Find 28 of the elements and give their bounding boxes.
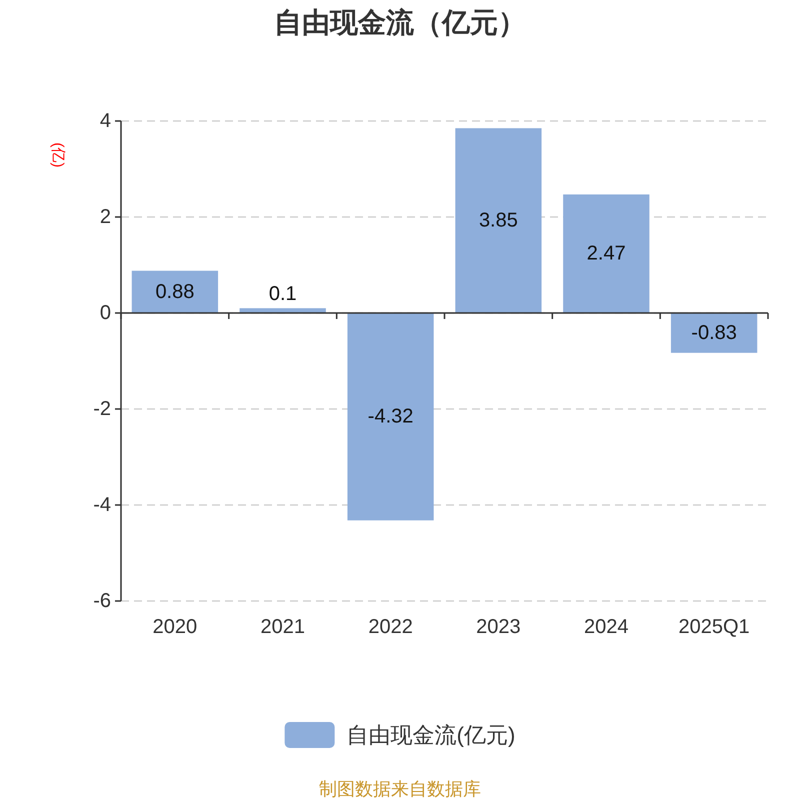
x-tick-label: 2025Q1	[678, 616, 750, 638]
bar	[563, 194, 650, 313]
x-tick-label: 2023	[476, 616, 521, 638]
data-label: 0.88	[155, 280, 194, 303]
data-label: 3.85	[478, 210, 518, 232]
bar	[455, 128, 542, 313]
text: 制图数据来自数据库	[319, 779, 481, 799]
data-label: -0.83	[691, 322, 737, 344]
bar	[240, 308, 326, 313]
data-label: 0.1	[268, 283, 297, 306]
x-tick-label: 2020	[152, 616, 198, 638]
y-tick-label: 2	[100, 206, 111, 228]
y-tick-label: -6	[93, 590, 111, 612]
bar	[347, 313, 434, 520]
data-label: 2.47	[586, 242, 626, 265]
x-tick-label: 2021	[260, 616, 305, 638]
y-tick-label: 0	[100, 302, 111, 324]
y-tick-label: -4	[93, 494, 111, 516]
legend-label: 自由现金流(亿元)	[346, 722, 516, 748]
x-tick-label: 2022	[368, 616, 413, 638]
y-axis-title: (亿)	[50, 142, 66, 168]
y-tick-label: -2	[93, 398, 111, 420]
x-tick-label: 2024	[584, 616, 628, 638]
data-label: -4.32	[368, 406, 414, 428]
bar	[132, 270, 218, 313]
bar	[670, 313, 758, 353]
chart-title: 自由现金流（亿元）	[274, 7, 526, 38]
y-tick-label: 4	[100, 110, 111, 132]
